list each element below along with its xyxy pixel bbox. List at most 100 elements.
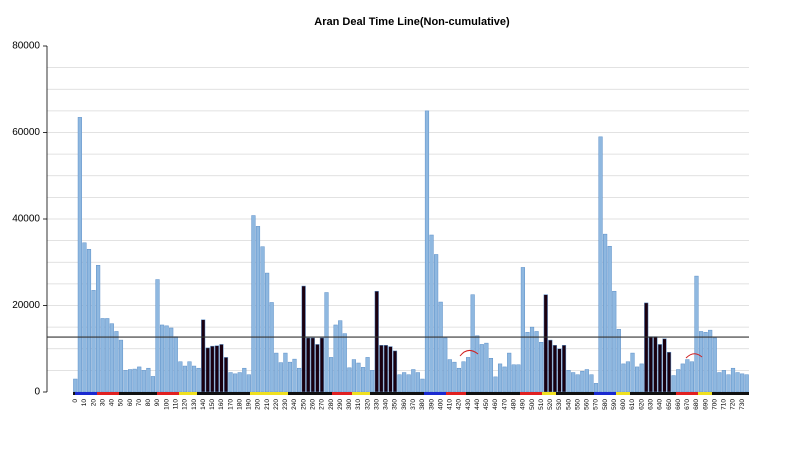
bar [621,363,626,393]
bar [447,359,452,393]
x-tick-label: 70 [136,399,143,407]
bar [630,352,635,393]
bar [657,344,663,393]
bar [653,336,658,393]
x-tick-label: 670 [684,399,691,410]
bar [274,352,279,393]
x-tick-label: 60 [127,399,134,407]
bar [543,294,548,393]
x-tick-label: 700 [711,399,718,410]
x-tick-label: 560 [584,399,591,410]
x-tick-label: 170 [227,399,234,410]
x-tick-label: 510 [538,399,545,410]
x-tick-label: 40 [109,399,116,407]
bar [77,117,82,393]
bar [548,339,553,393]
x-tick-label: 320 [364,399,371,410]
bar [680,363,685,393]
bar [328,357,334,393]
strip [75,392,97,395]
x-tick-label: 30 [99,399,106,407]
bar [301,285,306,393]
bar [347,367,352,393]
x-tick-label: 630 [648,399,655,410]
strip [698,392,712,395]
x-tick-label: 370 [410,399,417,410]
bar [511,364,516,393]
bar [278,362,283,393]
bar [392,350,398,393]
bar [625,361,631,393]
bar [593,383,599,393]
bar [137,366,142,393]
x-tick-label: 180 [236,399,243,410]
bar [730,367,736,393]
bar [411,369,416,393]
bar [561,345,567,393]
x-tick-label: 130 [191,399,198,410]
bar [694,275,699,393]
bar [242,367,247,393]
bar [740,373,745,393]
strip [594,392,616,395]
strip [676,392,698,395]
x-tick-label: 340 [383,399,390,410]
bar [484,342,489,393]
bar [635,366,640,393]
bar [306,337,311,393]
bar [342,333,347,393]
bar [488,358,494,393]
x-tick-label: 210 [264,399,271,410]
x-tick-label: 680 [693,399,700,410]
x-tick-label: 230 [282,399,289,410]
bar [612,290,617,393]
bar [187,361,192,393]
x-tick-label: 250 [300,399,307,410]
bar [150,376,156,393]
strip [424,392,446,395]
x-tick-label: 570 [593,399,600,410]
bar [452,361,457,393]
x-tick-label: 730 [739,399,746,410]
bar [319,337,325,393]
bar [598,136,603,393]
bar [685,359,690,393]
bar [639,363,644,393]
bar [406,374,411,393]
x-tick-label: 640 [657,399,664,410]
strip [446,392,466,395]
x-tick-label: 620 [638,399,645,410]
bar [507,352,512,393]
annotation-arrow [685,353,703,359]
bar [228,372,233,393]
x-tick-label: 290 [337,399,344,410]
x-tick-label: 440 [474,399,481,410]
bar [708,329,713,393]
bar [210,345,215,393]
bar [571,372,576,393]
x-tick-label: 530 [556,399,563,410]
bar [178,361,183,393]
bar [415,372,420,393]
bar [196,367,201,393]
strip [542,392,556,395]
bar [310,337,315,393]
x-tick-label: 520 [547,399,554,410]
bar [502,366,507,393]
bar [100,318,105,393]
bar [438,301,443,393]
bar [671,375,676,393]
bar [388,346,393,393]
bar [182,365,187,393]
x-tick-label: 660 [675,399,682,410]
bar [397,374,402,393]
bar [146,367,151,393]
x-tick-label: 610 [629,399,636,410]
bar [516,364,521,393]
bar [370,370,375,393]
bar [424,110,430,393]
bar [91,290,96,393]
x-tick-label: 200 [255,399,262,410]
bar [292,358,297,393]
x-tick-label: 600 [620,399,627,410]
